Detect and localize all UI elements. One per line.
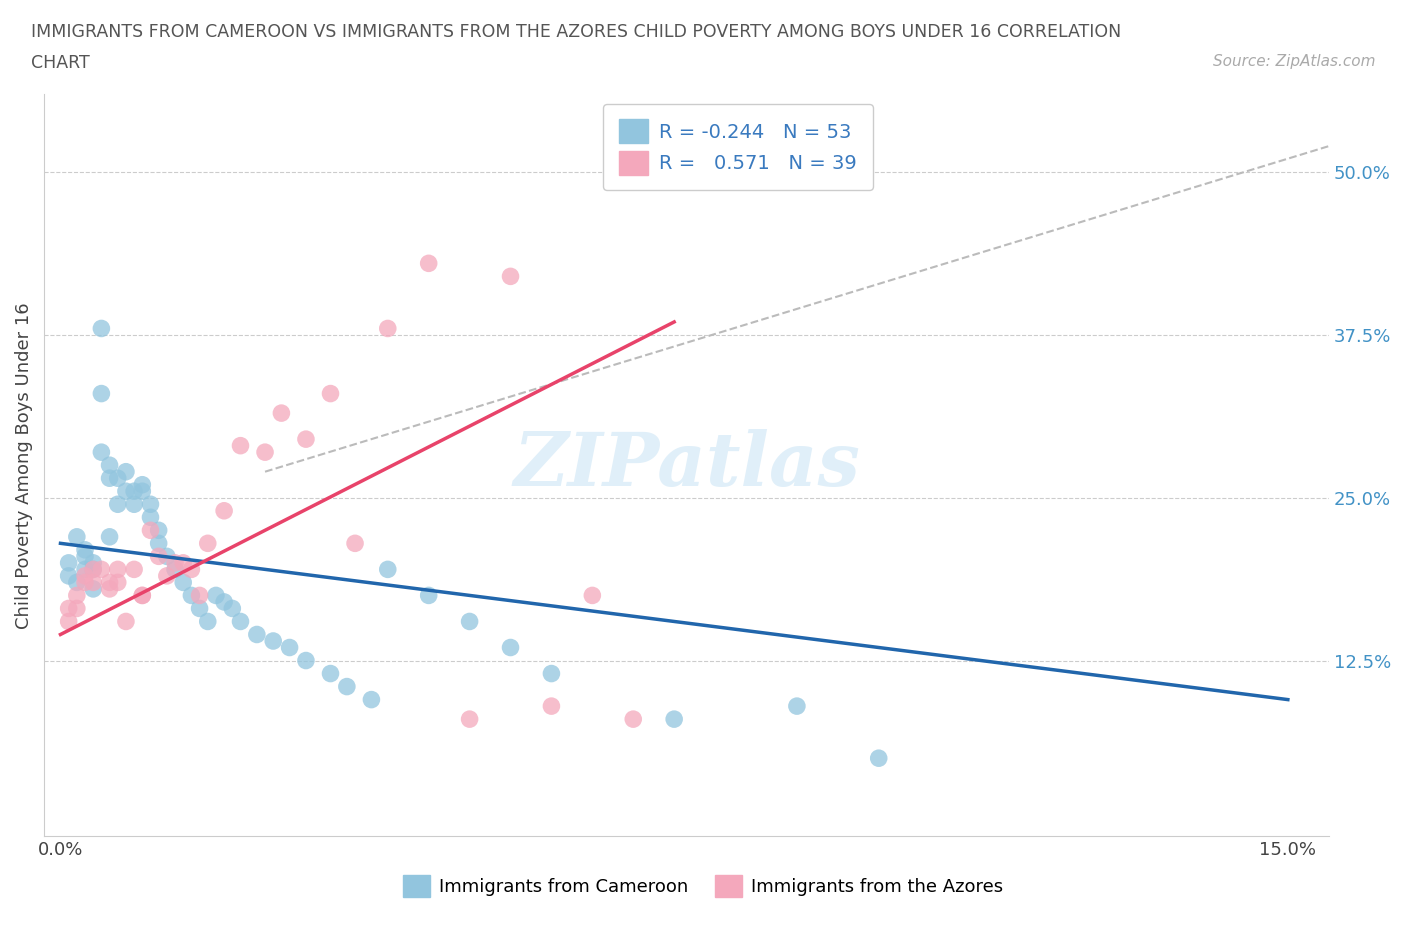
Point (98, 581, 121, 596)
Point (107, 471, 129, 485)
Point (163, 555, 186, 570)
Point (98, 471, 121, 485)
Point (122, 562, 145, 577)
Point (115, 614, 138, 629)
Point (581, 588, 603, 603)
Point (131, 477, 153, 492)
Point (98, 529, 121, 544)
Point (148, 536, 170, 551)
Point (115, 484, 138, 498)
Point (188, 588, 211, 603)
Point (122, 484, 145, 498)
Point (246, 627, 269, 642)
Point (336, 679, 359, 694)
Point (786, 698, 808, 713)
Point (98, 458, 121, 472)
Point (254, 445, 277, 459)
Point (73, 568, 96, 583)
Point (377, 321, 399, 336)
Text: Source: ZipAtlas.com: Source: ZipAtlas.com (1212, 54, 1375, 69)
Point (540, 698, 562, 713)
Point (163, 562, 186, 577)
Point (58, 614, 80, 629)
Point (82, 555, 104, 570)
Point (180, 588, 202, 603)
Point (458, 614, 481, 629)
Point (148, 549, 170, 564)
Point (90, 321, 112, 336)
Point (58, 568, 80, 583)
Point (122, 497, 145, 512)
Point (278, 640, 301, 655)
Point (82, 575, 104, 590)
Point (212, 594, 235, 609)
Legend: Immigrants from Cameroon, Immigrants from the Azores: Immigrants from Cameroon, Immigrants fro… (388, 861, 1018, 911)
Point (621, 711, 644, 726)
Point (344, 536, 367, 551)
Point (82, 562, 104, 577)
Point (212, 503, 235, 518)
Point (107, 497, 129, 512)
Point (172, 575, 194, 590)
Point (139, 523, 162, 538)
Point (107, 562, 129, 577)
Point (139, 497, 162, 512)
Point (66, 575, 89, 590)
Point (131, 588, 153, 603)
Point (205, 588, 228, 603)
Point (499, 269, 522, 284)
Point (82, 562, 104, 577)
Point (66, 588, 89, 603)
Text: ZIPatlas: ZIPatlas (513, 429, 860, 501)
Point (148, 523, 170, 538)
Point (229, 438, 252, 453)
Point (180, 562, 202, 577)
Point (90, 386, 112, 401)
Point (499, 640, 522, 655)
Point (82, 581, 104, 596)
Point (90, 562, 112, 577)
Text: CHART: CHART (31, 54, 90, 72)
Point (319, 386, 342, 401)
Point (73, 575, 96, 590)
Y-axis label: Child Poverty Among Boys Under 16: Child Poverty Among Boys Under 16 (15, 302, 32, 629)
Point (262, 633, 284, 648)
Point (418, 256, 440, 271)
Point (868, 751, 890, 765)
Point (270, 405, 292, 420)
Point (73, 562, 96, 577)
Point (131, 588, 153, 603)
Point (156, 549, 179, 564)
Point (295, 653, 318, 668)
Point (221, 601, 243, 616)
Point (139, 510, 162, 525)
Point (131, 484, 153, 498)
Point (90, 445, 112, 459)
Point (319, 666, 342, 681)
Point (115, 464, 138, 479)
Legend: R = -0.244   N = 53, R =   0.571   N = 39: R = -0.244 N = 53, R = 0.571 N = 39 (603, 104, 873, 190)
Point (197, 536, 219, 551)
Point (107, 575, 129, 590)
Point (73, 549, 96, 564)
Point (197, 614, 219, 629)
Point (73, 542, 96, 557)
Point (229, 614, 252, 629)
Point (156, 568, 179, 583)
Point (188, 601, 211, 616)
Point (377, 562, 399, 577)
Point (458, 711, 481, 726)
Point (98, 575, 121, 590)
Point (66, 601, 89, 616)
Point (295, 432, 318, 446)
Point (172, 555, 194, 570)
Point (58, 555, 80, 570)
Point (540, 666, 562, 681)
Point (66, 529, 89, 544)
Point (662, 711, 685, 726)
Point (418, 588, 440, 603)
Text: IMMIGRANTS FROM CAMEROON VS IMMIGRANTS FROM THE AZORES CHILD POVERTY AMONG BOYS : IMMIGRANTS FROM CAMEROON VS IMMIGRANTS F… (31, 23, 1121, 41)
Point (58, 601, 80, 616)
Point (360, 692, 382, 707)
